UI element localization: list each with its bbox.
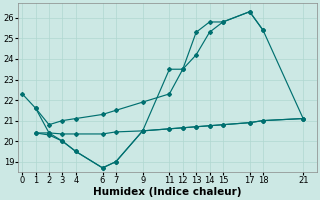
X-axis label: Humidex (Indice chaleur): Humidex (Indice chaleur) [93, 187, 242, 197]
